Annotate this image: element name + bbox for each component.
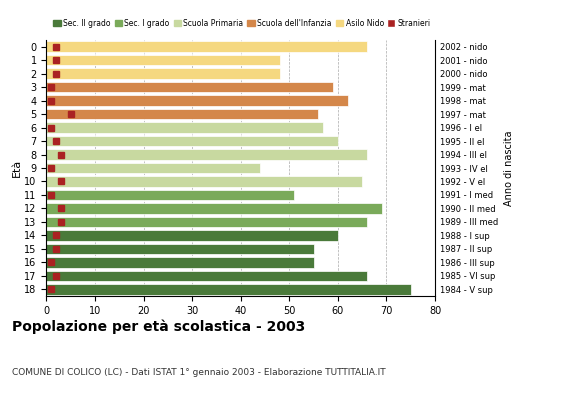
Bar <box>46 163 260 173</box>
Bar <box>46 109 318 119</box>
Bar <box>46 42 367 52</box>
Bar <box>46 82 333 92</box>
Bar <box>46 244 314 254</box>
Bar <box>46 217 367 227</box>
Y-axis label: Età: Età <box>12 159 21 177</box>
Text: Popolazione per età scolastica - 2003: Popolazione per età scolastica - 2003 <box>12 320 305 334</box>
Bar <box>46 95 347 106</box>
Y-axis label: Anno di nascita: Anno di nascita <box>503 130 514 206</box>
Bar <box>46 230 338 241</box>
Bar <box>46 284 411 294</box>
Bar <box>46 257 314 268</box>
Bar <box>46 136 338 146</box>
Bar <box>46 270 367 281</box>
Bar <box>46 149 367 160</box>
Bar <box>46 55 280 66</box>
Bar <box>46 190 294 200</box>
Text: COMUNE DI COLICO (LC) - Dati ISTAT 1° gennaio 2003 - Elaborazione TUTTITALIA.IT: COMUNE DI COLICO (LC) - Dati ISTAT 1° ge… <box>12 368 385 377</box>
Bar <box>46 176 362 187</box>
Bar <box>46 203 382 214</box>
Bar <box>46 68 280 79</box>
Bar <box>46 122 323 133</box>
Legend: Sec. II grado, Sec. I grado, Scuola Primaria, Scuola dell'Infanzia, Asilo Nido, : Sec. II grado, Sec. I grado, Scuola Prim… <box>50 16 434 31</box>
